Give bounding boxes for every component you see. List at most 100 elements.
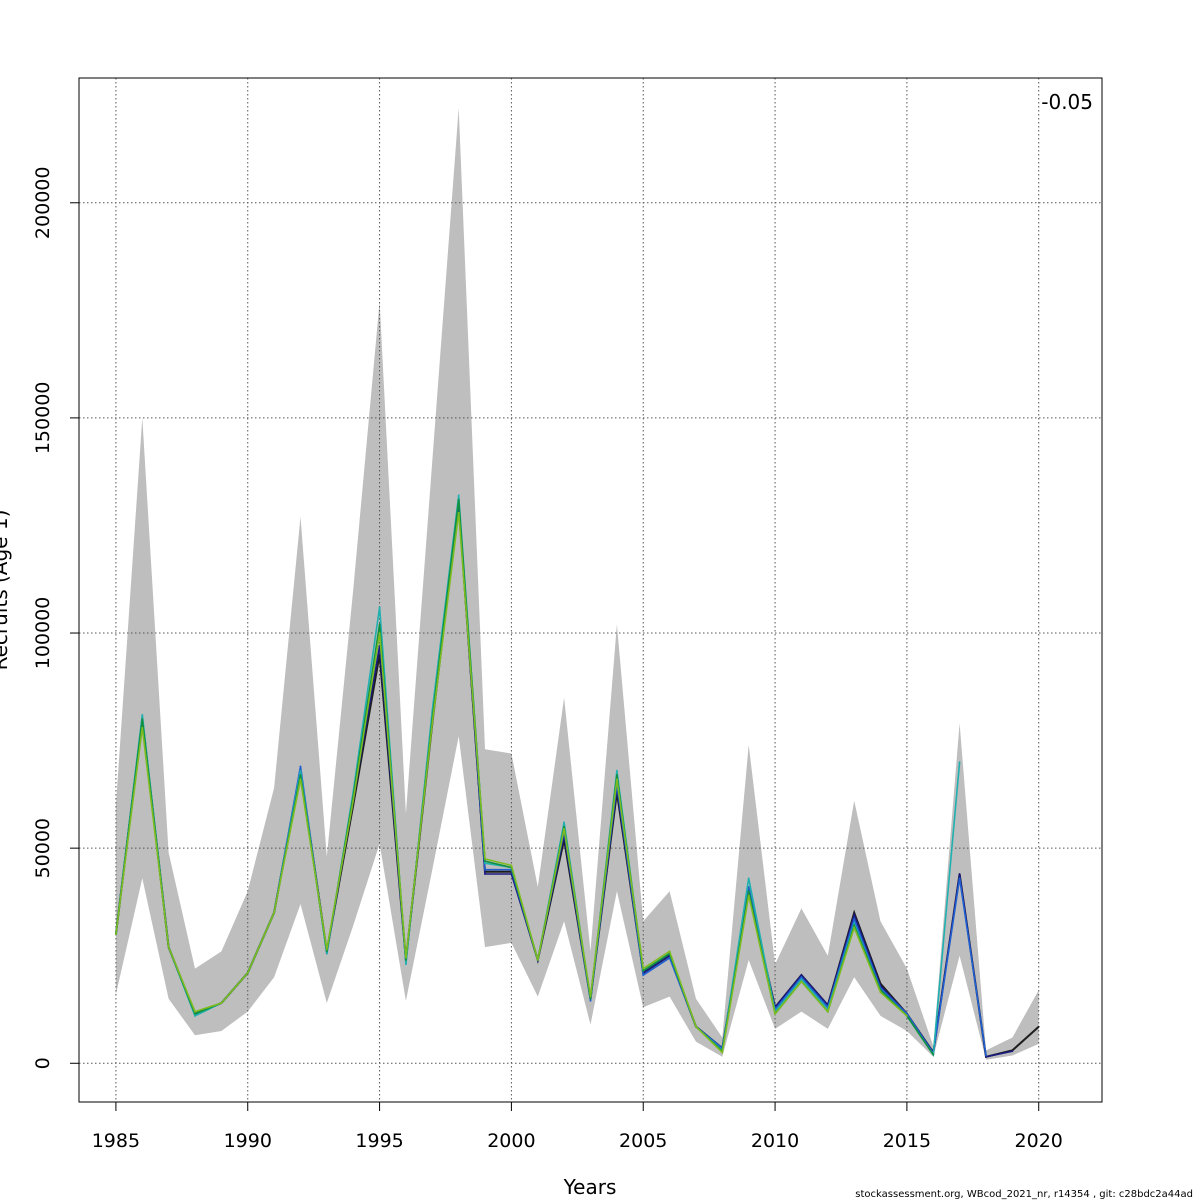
series-6-point [747,894,750,897]
series-5-point [325,950,328,953]
series-2-point [1011,1050,1014,1053]
y-tick-label: 0 [32,1057,54,1069]
series-6-point [853,926,856,929]
series-5-point [747,890,750,893]
series-2-point [853,913,856,916]
series-6-point [167,946,170,948]
series-6-point [826,1010,829,1013]
axis-layer: 1985 1990 1995 2000 2005 2010 2015 2020 0 50000 10… [32,167,1063,1152]
confidence-band-layer [115,108,1039,1060]
series-3-point [958,877,961,880]
series-6-point [563,827,565,830]
annotation-label: -0.05 [1041,90,1093,114]
series-4-point [194,1015,196,1017]
plot-frame [78,77,1103,1103]
series-2-point [958,873,961,875]
series-5-point [405,959,407,961]
series-3-point [589,1000,592,1002]
series-4-point [141,713,144,716]
series-6-point [721,1051,724,1054]
series-6-point [906,1015,908,1017]
series-6-point [457,511,460,514]
series-6-point [616,778,618,781]
series-2-point [484,873,486,875]
series-4-point [563,821,565,824]
x-tick-label: 1985 [92,1130,140,1152]
series-4-point [484,862,486,865]
series-4-point [378,606,381,609]
series-5-point [484,860,486,862]
series-layer [114,494,1040,1059]
series-4-point [800,978,803,981]
series-6-point [405,957,407,959]
series-3-point [299,765,302,768]
series-3-point [642,974,645,976]
series-4-point [299,769,302,772]
x-axis-title: Years [563,1175,617,1199]
series-1-point [1037,1025,1040,1028]
y-tick-label: 50000 [32,818,54,878]
series-5-point [932,1053,935,1056]
y-tick-label: 200000 [32,167,54,240]
series-4-point [457,494,460,497]
series-6-point [484,858,486,860]
series-3-point [906,1012,908,1015]
series-5-point [616,774,618,776]
series-2-point [985,1055,987,1058]
x-tick-label: 2015 [883,1130,931,1152]
series-3-point [853,918,856,920]
x-tick-label: 2010 [751,1130,799,1152]
series-5-point [642,969,645,972]
confidence-band [115,108,1039,1060]
x-tick-label: 2000 [487,1130,535,1152]
grid-layer [79,78,1102,1102]
x-tick-label: 2005 [619,1130,667,1152]
series-6-point [431,722,434,725]
series-4-point [747,877,750,880]
series-3-point [800,976,803,979]
series-4-point [325,952,328,955]
series-6-point [510,864,513,867]
series-6-point [800,980,803,983]
y-tick-label: 100000 [32,597,54,670]
series-6-point [536,959,539,961]
series-5-point [563,825,565,828]
y-axis-title: Recruits (Age 1) [0,510,12,671]
series-4-point [853,922,856,925]
series-5-point [378,623,381,626]
series-3-point [484,868,486,871]
series-5-point [299,774,302,776]
series-6-point [194,1010,196,1013]
series-6-point [325,948,328,951]
series-2-point [800,974,803,976]
series-6-point [246,972,249,974]
series-6-point [141,726,144,729]
series-4-point [616,769,618,772]
series-6-point [220,1002,223,1004]
series-6-point [378,632,381,634]
y-tick-label: 150000 [32,382,54,455]
series-5-point [589,997,592,1000]
x-tick-label: 1995 [355,1130,403,1152]
series-6-point [589,995,592,998]
series-6-point [115,933,117,936]
series-6-point [668,950,671,953]
series-4-point [405,963,407,966]
series-5-point [141,718,144,720]
series-5-point [457,498,460,501]
series-6-point [273,911,275,914]
series-6-point [695,1025,697,1028]
footer-credit: stockassessment.org, WBcod_2021_nr, r143… [855,1189,1193,1200]
series-3-point [985,1054,987,1057]
series-4-point [958,761,961,763]
series-3-point [668,957,671,959]
series-5-point [194,1012,196,1015]
series-6-point [299,778,302,781]
x-tick-label: 1990 [224,1130,272,1152]
series-6-point [642,967,645,970]
x-tick-label: 2020 [1015,1130,1063,1152]
series-6-point [352,799,355,802]
series-6-point [879,991,882,994]
